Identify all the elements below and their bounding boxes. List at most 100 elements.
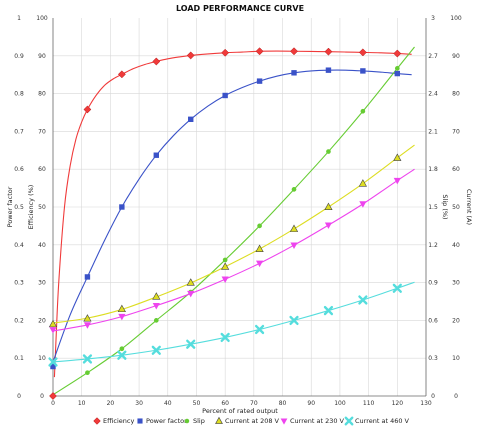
legend-current-at-208-v-label: Current at 208 V — [225, 417, 280, 425]
slip-tick-label: 0.6 — [428, 317, 438, 324]
x-tick-label: 10 — [78, 400, 86, 407]
legend-current-at-460-v-marker — [344, 416, 354, 426]
current-at-208-v-point — [358, 179, 367, 187]
current-at-230-v-point — [152, 302, 160, 310]
current-tick-label: 40 — [452, 242, 460, 249]
current-tick-label: 30 — [452, 280, 460, 287]
efficiency-tick-label: 90 — [38, 53, 46, 60]
current-at-460-v-curve — [52, 281, 415, 363]
current-tick-label: 100 — [450, 15, 462, 22]
power-factor-point — [222, 92, 228, 99]
current-at-460-v-point — [186, 339, 196, 349]
y-axis-label-current: Current (A) — [465, 189, 473, 225]
power-factor-point — [188, 116, 194, 123]
current-at-208-v-point — [289, 224, 299, 232]
efficiency-point — [49, 392, 57, 400]
efficiency-tick-label: 80 — [38, 91, 46, 98]
legend-current-at-208-v-marker — [215, 416, 223, 424]
current-at-460-v-point — [151, 345, 161, 355]
current-tick-label: 90 — [452, 53, 460, 60]
power-factor-point — [84, 274, 91, 280]
current-at-230-v-point — [49, 327, 57, 334]
x-tick-label: 120 — [392, 400, 404, 407]
current-at-460-v-point — [392, 283, 402, 293]
power-factor-point — [325, 67, 332, 73]
y-axis-label-power-factor: Power factor — [6, 186, 14, 227]
current-tick-label: 60 — [452, 166, 460, 173]
current-at-208-v-point — [186, 278, 195, 286]
power-factor-tick-label: 0.1 — [14, 355, 24, 362]
y-axis-label-efficiency: Efficiency (%) — [27, 185, 35, 230]
efficiency-point — [393, 49, 402, 58]
efficiency-tick-label: 70 — [38, 128, 46, 135]
power-factor-point — [50, 363, 56, 370]
efficiency-point — [358, 48, 367, 57]
power-factor-tick-label: 0.6 — [14, 166, 24, 173]
efficiency-tick-label: 50 — [38, 204, 46, 211]
slip-tick-label: 0 — [431, 393, 435, 400]
power-factor-tick-label: 0.8 — [14, 91, 24, 98]
power-factor-tick-label: 0.7 — [14, 128, 24, 135]
current-at-208-v-point — [324, 202, 333, 210]
power-factor-tick-label: 1 — [17, 15, 21, 22]
x-tick-label: 20 — [107, 400, 115, 407]
grid-lines — [53, 18, 426, 396]
power-factor-tick-label: 0.3 — [14, 280, 24, 287]
x-tick-label: 90 — [307, 400, 315, 407]
power-factor-curve — [52, 69, 412, 363]
slip-tick-label: 1.8 — [428, 166, 438, 173]
current-at-230-v-point — [324, 222, 333, 229]
power-factor-point — [360, 68, 366, 74]
power-factor-tick-label: 0.9 — [14, 53, 24, 60]
current-at-460-v-point — [48, 357, 58, 367]
slip-point — [257, 223, 262, 229]
current-at-208-v-point — [255, 244, 264, 252]
efficiency-tick-label: 40 — [38, 242, 46, 249]
current-at-230-v-point — [83, 322, 92, 329]
power-factor-point — [256, 78, 263, 84]
efficiency-point — [186, 51, 195, 60]
power-factor-tick-label: 0 — [17, 393, 21, 400]
legend-current-at-230-v-marker — [280, 418, 288, 425]
efficiency-point — [221, 48, 230, 57]
x-tick-label: 40 — [164, 400, 172, 407]
current-at-460-v-point — [82, 354, 93, 364]
slip-point — [222, 257, 228, 263]
slip-tick-label: 2.4 — [428, 91, 438, 98]
efficiency-tick-label: 20 — [38, 317, 46, 324]
legend-slip-marker — [184, 418, 190, 424]
power-factor-tick-label: 0.5 — [14, 204, 24, 211]
current-at-460-v-point — [323, 305, 334, 316]
x-tick-label: 50 — [193, 400, 201, 407]
current-at-460-v-point — [117, 350, 127, 360]
legend-slip-label: Slip — [193, 417, 205, 425]
slip-tick-label: 0.3 — [428, 355, 438, 362]
current-at-460-v-point — [358, 295, 368, 305]
x-tick-label: 110 — [363, 400, 375, 407]
current-at-230-v-point — [221, 276, 229, 283]
current-at-230-v-point — [118, 313, 126, 321]
efficiency-point — [152, 57, 161, 66]
current-tick-label: 50 — [452, 204, 460, 211]
efficiency-point — [324, 47, 333, 56]
slip-point — [153, 318, 159, 323]
series-markers — [48, 47, 402, 400]
efficiency-tick-label: 100 — [36, 15, 48, 22]
slip-tick-label: 3 — [431, 15, 435, 22]
y-axis-label-slip: Slip (%) — [441, 194, 449, 219]
efficiency-tick-label: 30 — [38, 280, 46, 287]
legend-current-at-230-v-label: Current at 230 V — [290, 417, 345, 425]
slip-tick-label: 1.5 — [428, 204, 438, 211]
slip-point — [85, 370, 90, 376]
slip-point — [119, 346, 125, 352]
efficiency-point — [290, 47, 298, 56]
current-tick-label: 20 — [452, 317, 460, 324]
current-tick-label: 10 — [452, 355, 460, 362]
current-tick-label: 0 — [454, 393, 458, 400]
x-tick-label: 60 — [221, 400, 229, 407]
x-tick-label: 30 — [135, 400, 143, 407]
efficiency-tick-label: 0 — [40, 393, 44, 400]
current-tick-label: 70 — [452, 128, 460, 135]
legend-power-factor-label: Power factor — [146, 417, 187, 425]
